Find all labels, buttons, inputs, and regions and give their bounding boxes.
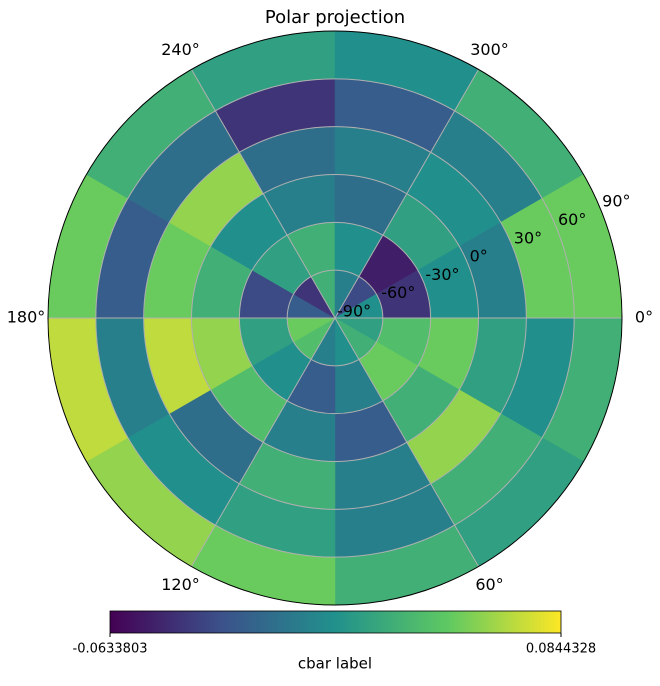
tick-labels: -90° -60° -30° 0° 30° 60° 90° 0° 60° 120° 180° 240°… [7,40,653,594]
colorbar-tick-label: -0.0633803 [73,642,148,657]
colorbar-label: cbar label [298,655,372,673]
r-tick-label: -90° [337,302,371,321]
grid-spoke [191,69,336,319]
r-tick-label: -30° [425,265,459,284]
r-tick-label: 30° [514,228,542,247]
r-tick-label: -60° [381,283,415,302]
theta-tick-label: 240° [161,40,200,59]
grid [47,30,623,606]
r-tick-label: 60° [558,210,586,229]
grid-spoke [334,317,479,567]
chart-title: Polar projection [265,7,405,28]
r-tick-label: 90° [602,192,630,211]
colorbar-gradient [109,610,562,634]
theta-tick-label: 120° [161,575,200,594]
theta-tick-label: 180° [7,308,46,327]
colorbar: cbar label -0.0633803 0.0844328 [73,610,596,673]
colorbar-tick-label: 0.0844328 [526,642,596,657]
theta-tick-label: 0° [635,308,653,327]
grid-spoke [191,317,336,567]
theta-tick-label: 60° [475,575,503,594]
r-tick-label: 0° [470,247,488,266]
theta-tick-label: 300° [470,40,509,59]
grid-spoke [334,69,479,319]
polar-frame [47,30,623,606]
